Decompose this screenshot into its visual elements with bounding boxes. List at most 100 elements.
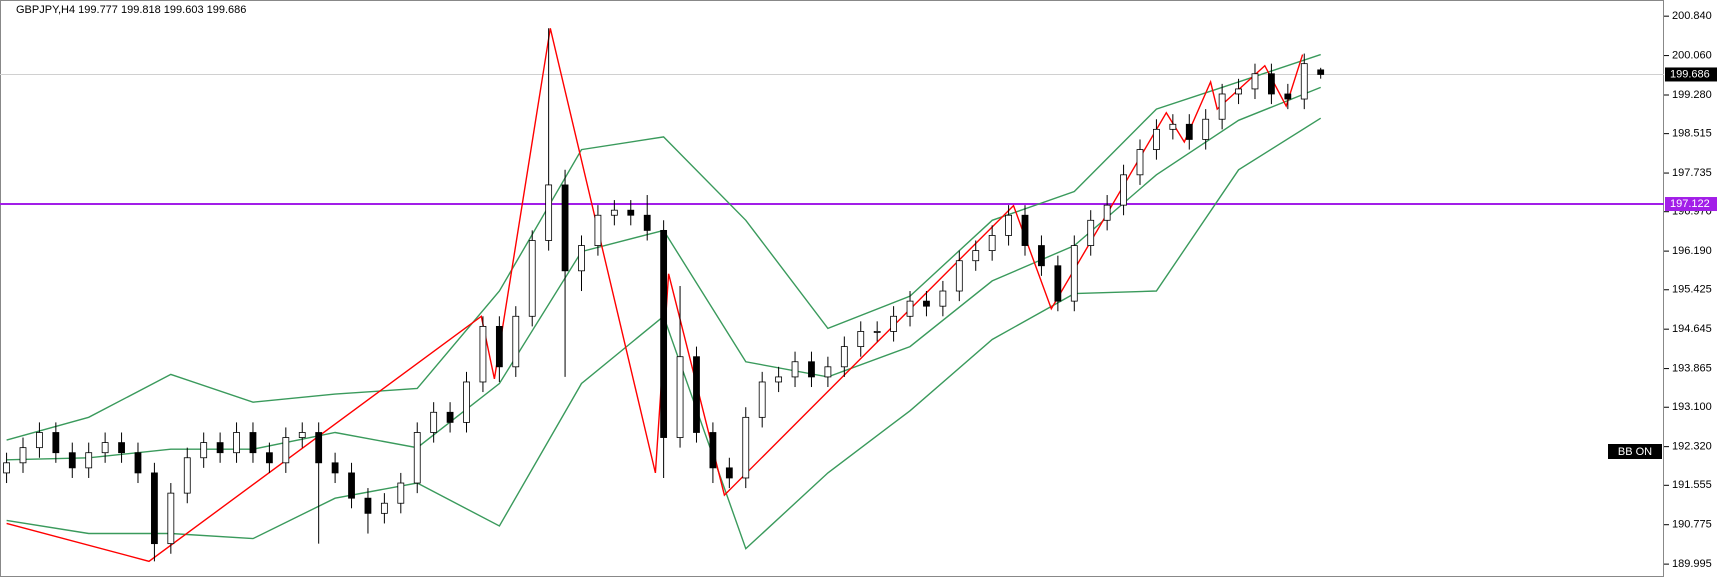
- candle-body: [709, 432, 717, 469]
- candle-body: [660, 229, 668, 438]
- candle-body: [758, 381, 766, 418]
- candle-body: [906, 300, 914, 317]
- candle-body: [725, 467, 733, 479]
- price-label-box: [1665, 67, 1717, 82]
- candle-body: [693, 356, 700, 433]
- candle-body: [233, 432, 240, 454]
- candle-body: [495, 325, 503, 368]
- y-tick-label: 193.865: [1672, 362, 1712, 374]
- candle-body: [545, 184, 553, 241]
- indicator-line: [6, 28, 1304, 563]
- chart-title: GBPJPY,H4 199.777 199.818 199.603 199.68…: [16, 4, 246, 16]
- candle-body: [3, 462, 10, 474]
- candle-body: [808, 361, 815, 378]
- candle-body: [167, 492, 175, 545]
- candle-body: [430, 411, 438, 433]
- candle-body: [183, 457, 191, 494]
- candle-body: [216, 442, 224, 454]
- candle-body: [824, 366, 832, 378]
- y-tick-label: 191.555: [1672, 479, 1712, 491]
- candle-body: [972, 250, 980, 262]
- candle-body: [1021, 214, 1029, 246]
- candle-body: [1218, 93, 1226, 120]
- candle-body: [643, 214, 651, 231]
- candle-body: [1317, 69, 1325, 75]
- candle-body: [1185, 123, 1193, 140]
- candle-body: [742, 416, 750, 479]
- candle-body: [578, 245, 585, 272]
- y-tick-label: 199.280: [1672, 89, 1712, 101]
- price-label-box: [1665, 197, 1717, 212]
- candle-body: [118, 442, 125, 454]
- y-tick-label: 194.645: [1672, 323, 1712, 335]
- candle-body: [1120, 174, 1127, 206]
- candle-body: [988, 235, 996, 252]
- candle-body: [791, 361, 799, 378]
- candle-body: [348, 472, 355, 499]
- candle-body: [282, 437, 290, 464]
- y-tick-label: 192.320: [1672, 441, 1712, 453]
- candle-body: [413, 432, 421, 484]
- candle-body: [1038, 245, 1045, 267]
- candle-body: [840, 346, 848, 368]
- y-tick-label: 189.995: [1672, 558, 1712, 570]
- candle-body: [331, 462, 339, 474]
- y-tick-label: 200.840: [1672, 10, 1712, 22]
- candle-body: [561, 184, 569, 272]
- candle-body: [380, 502, 388, 514]
- candle-body: [857, 331, 865, 348]
- candle-body: [594, 214, 602, 246]
- candle-body: [676, 356, 684, 438]
- candle-body: [939, 290, 947, 307]
- candle-body: [610, 209, 618, 216]
- candle-body: [955, 260, 963, 292]
- candle-body: [1235, 88, 1242, 95]
- y-tick-label: 195.425: [1672, 284, 1712, 296]
- candle-body: [85, 452, 93, 469]
- candle-body: [923, 300, 930, 307]
- candle-body: [397, 482, 405, 504]
- candle-body: [1202, 118, 1210, 140]
- y-tick-label: 200.060: [1672, 49, 1712, 61]
- candle-body: [36, 432, 43, 449]
- candle-body: [1153, 128, 1160, 150]
- y-tick-label: 198.515: [1672, 128, 1712, 140]
- candle-body: [265, 452, 273, 464]
- candle-body: [68, 452, 76, 469]
- candle-body: [890, 315, 897, 332]
- candle-body: [52, 432, 60, 454]
- candle-body: [1251, 73, 1259, 90]
- candle-body: [1284, 93, 1292, 100]
- candle-body: [315, 432, 323, 464]
- y-tick-label: 197.735: [1672, 167, 1712, 179]
- badge: BB ON: [1618, 446, 1652, 458]
- y-tick-label: 193.100: [1672, 401, 1712, 413]
- price-label: 199.686: [1670, 68, 1710, 80]
- candle-body: [873, 331, 881, 333]
- candle-body: [1005, 214, 1012, 236]
- candle-body: [1169, 123, 1177, 130]
- candle-body: [1268, 73, 1275, 95]
- y-tick-label: 196.190: [1672, 245, 1712, 257]
- candle-body: [19, 447, 27, 464]
- candle-body: [775, 376, 783, 383]
- candle-body: [512, 315, 520, 368]
- candle-body: [1300, 63, 1308, 100]
- candle-body: [627, 209, 635, 216]
- candle-body: [298, 432, 306, 438]
- candle-body: [479, 325, 487, 383]
- plot-frame: [0, 0, 1664, 577]
- candle-body: [200, 442, 208, 459]
- indicator-line: [6, 53, 1321, 441]
- candle-body: [528, 240, 536, 317]
- y-tick-label: 190.775: [1672, 519, 1712, 531]
- candle-body: [134, 452, 142, 474]
- candle-body: [463, 381, 470, 423]
- price-label: 197.122: [1670, 198, 1710, 210]
- candle-body: [151, 472, 158, 545]
- candle-body: [1136, 149, 1144, 176]
- candle-body: [101, 442, 109, 454]
- candle-body: [446, 411, 454, 423]
